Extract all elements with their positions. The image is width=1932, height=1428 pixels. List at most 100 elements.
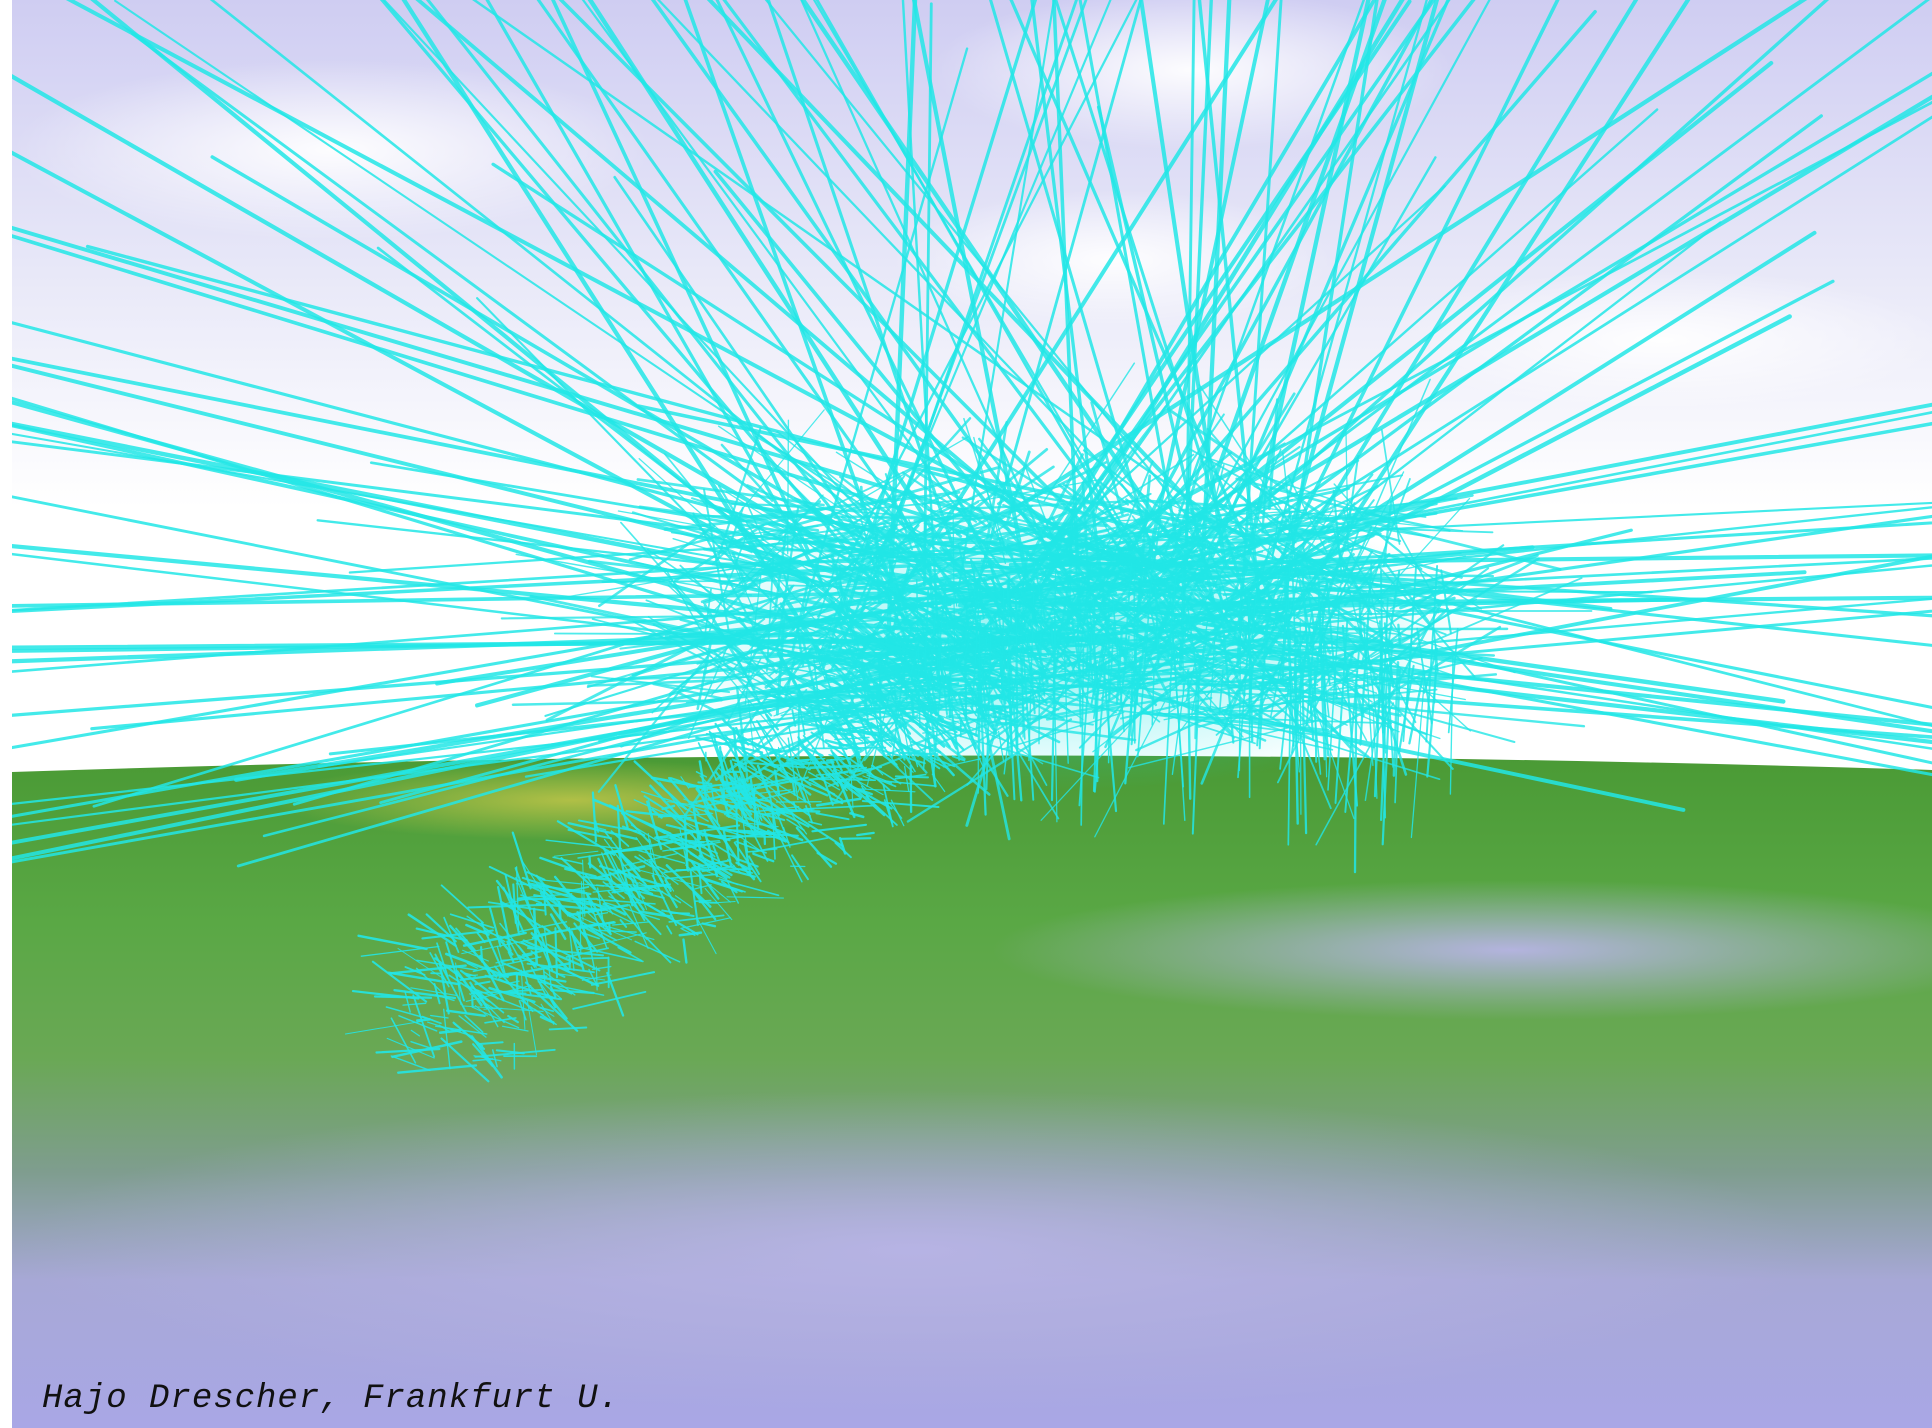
particle-track	[926, 601, 938, 698]
particle-track	[958, 527, 1016, 585]
particle-track	[1039, 607, 1043, 659]
particle-track	[855, 788, 916, 793]
particle-track	[1236, 0, 1283, 667]
particle-tracks	[12, 0, 1932, 1083]
particle-track	[800, 0, 1248, 651]
particle-track	[796, 466, 1000, 526]
particle-track	[908, 596, 972, 625]
particle-track	[722, 0, 1206, 642]
particle-track	[802, 734, 847, 789]
particle-track	[712, 844, 723, 868]
particle-track	[892, 631, 909, 644]
particle-track	[551, 0, 811, 554]
particle-track	[803, 716, 839, 720]
particle-track	[608, 895, 620, 903]
particle-track	[1046, 577, 1162, 632]
particle-track	[665, 569, 706, 638]
particle-track	[1301, 705, 1370, 759]
particle-track	[791, 854, 809, 881]
particle-track	[619, 918, 628, 928]
particle-track	[1142, 580, 1234, 597]
particle-track	[871, 517, 982, 520]
particle-track	[549, 913, 567, 941]
particle-track	[1270, 574, 1932, 710]
particle-track	[1115, 626, 1124, 705]
particle-track	[416, 959, 478, 971]
particle-track	[581, 956, 609, 960]
particle-track	[581, 931, 600, 940]
particle-track	[909, 762, 916, 773]
particle-track	[1447, 628, 1459, 734]
particle-track	[905, 628, 937, 651]
particle-track	[474, 980, 491, 986]
particle-track	[12, 421, 809, 584]
particle-track	[922, 644, 935, 771]
particle-track	[709, 900, 736, 904]
particle-track	[929, 747, 955, 777]
particle-track	[1100, 71, 1932, 574]
particle-track	[1037, 0, 1436, 568]
particle-track	[619, 637, 709, 650]
particle-track	[587, 862, 625, 892]
particle-track	[443, 916, 460, 953]
particle-track	[1196, 672, 1220, 695]
particle-track	[606, 971, 625, 1017]
particle-track	[393, 989, 457, 1000]
particle-track	[545, 636, 711, 722]
particle-track	[950, 556, 1145, 621]
particle-track	[634, 940, 681, 963]
particle-track	[821, 774, 834, 806]
particle-track	[840, 837, 872, 840]
particle-track	[1089, 586, 1127, 602]
particle-track	[504, 874, 521, 936]
particle-track	[1209, 624, 1217, 714]
particle-track	[811, 823, 868, 833]
particle-track	[850, 719, 871, 727]
particle-track	[837, 702, 879, 730]
particle-track	[1063, 601, 1078, 611]
particle-track	[669, 777, 709, 792]
particle-track	[1393, 596, 1440, 614]
particle-track	[434, 953, 468, 1014]
particle-track	[851, 775, 863, 780]
particle-track	[1022, 580, 1075, 622]
particle-track	[532, 907, 538, 965]
particle-track	[387, 971, 461, 986]
particle-track	[1063, 611, 1088, 618]
particle-track	[514, 972, 545, 982]
particle-track	[407, 913, 457, 947]
particle-track	[1078, 563, 1092, 661]
particle-track	[410, 987, 458, 996]
particle-track	[776, 651, 804, 699]
particle-track	[795, 826, 833, 868]
particle-track	[565, 947, 610, 958]
particle-track	[922, 714, 958, 745]
particle-track	[631, 902, 662, 936]
particle-track	[940, 660, 949, 716]
particle-track	[605, 902, 661, 921]
particle-track	[872, 532, 976, 552]
particle-track	[774, 526, 788, 612]
particle-track	[1313, 663, 1318, 763]
particle-track	[469, 981, 489, 1010]
particle-track	[664, 878, 672, 892]
particle-track	[668, 580, 788, 705]
particle-track	[1079, 563, 1192, 635]
particle-track	[371, 960, 428, 1003]
particle-track	[859, 485, 864, 511]
particle-track	[506, 940, 512, 952]
particle-track	[669, 813, 696, 821]
particle-track	[1218, 582, 1271, 648]
particle-track	[934, 573, 952, 607]
particle-track	[883, 799, 893, 824]
particle-track	[767, 522, 928, 595]
particle-track	[449, 913, 495, 929]
particle-track	[546, 993, 568, 1020]
particle-track	[1433, 644, 1437, 704]
particle-track	[1197, 0, 1261, 602]
particle-track	[771, 809, 776, 860]
particle-track	[586, 893, 612, 936]
particle-track	[416, 1018, 432, 1022]
particle-track	[756, 719, 773, 742]
particle-track	[583, 875, 610, 881]
